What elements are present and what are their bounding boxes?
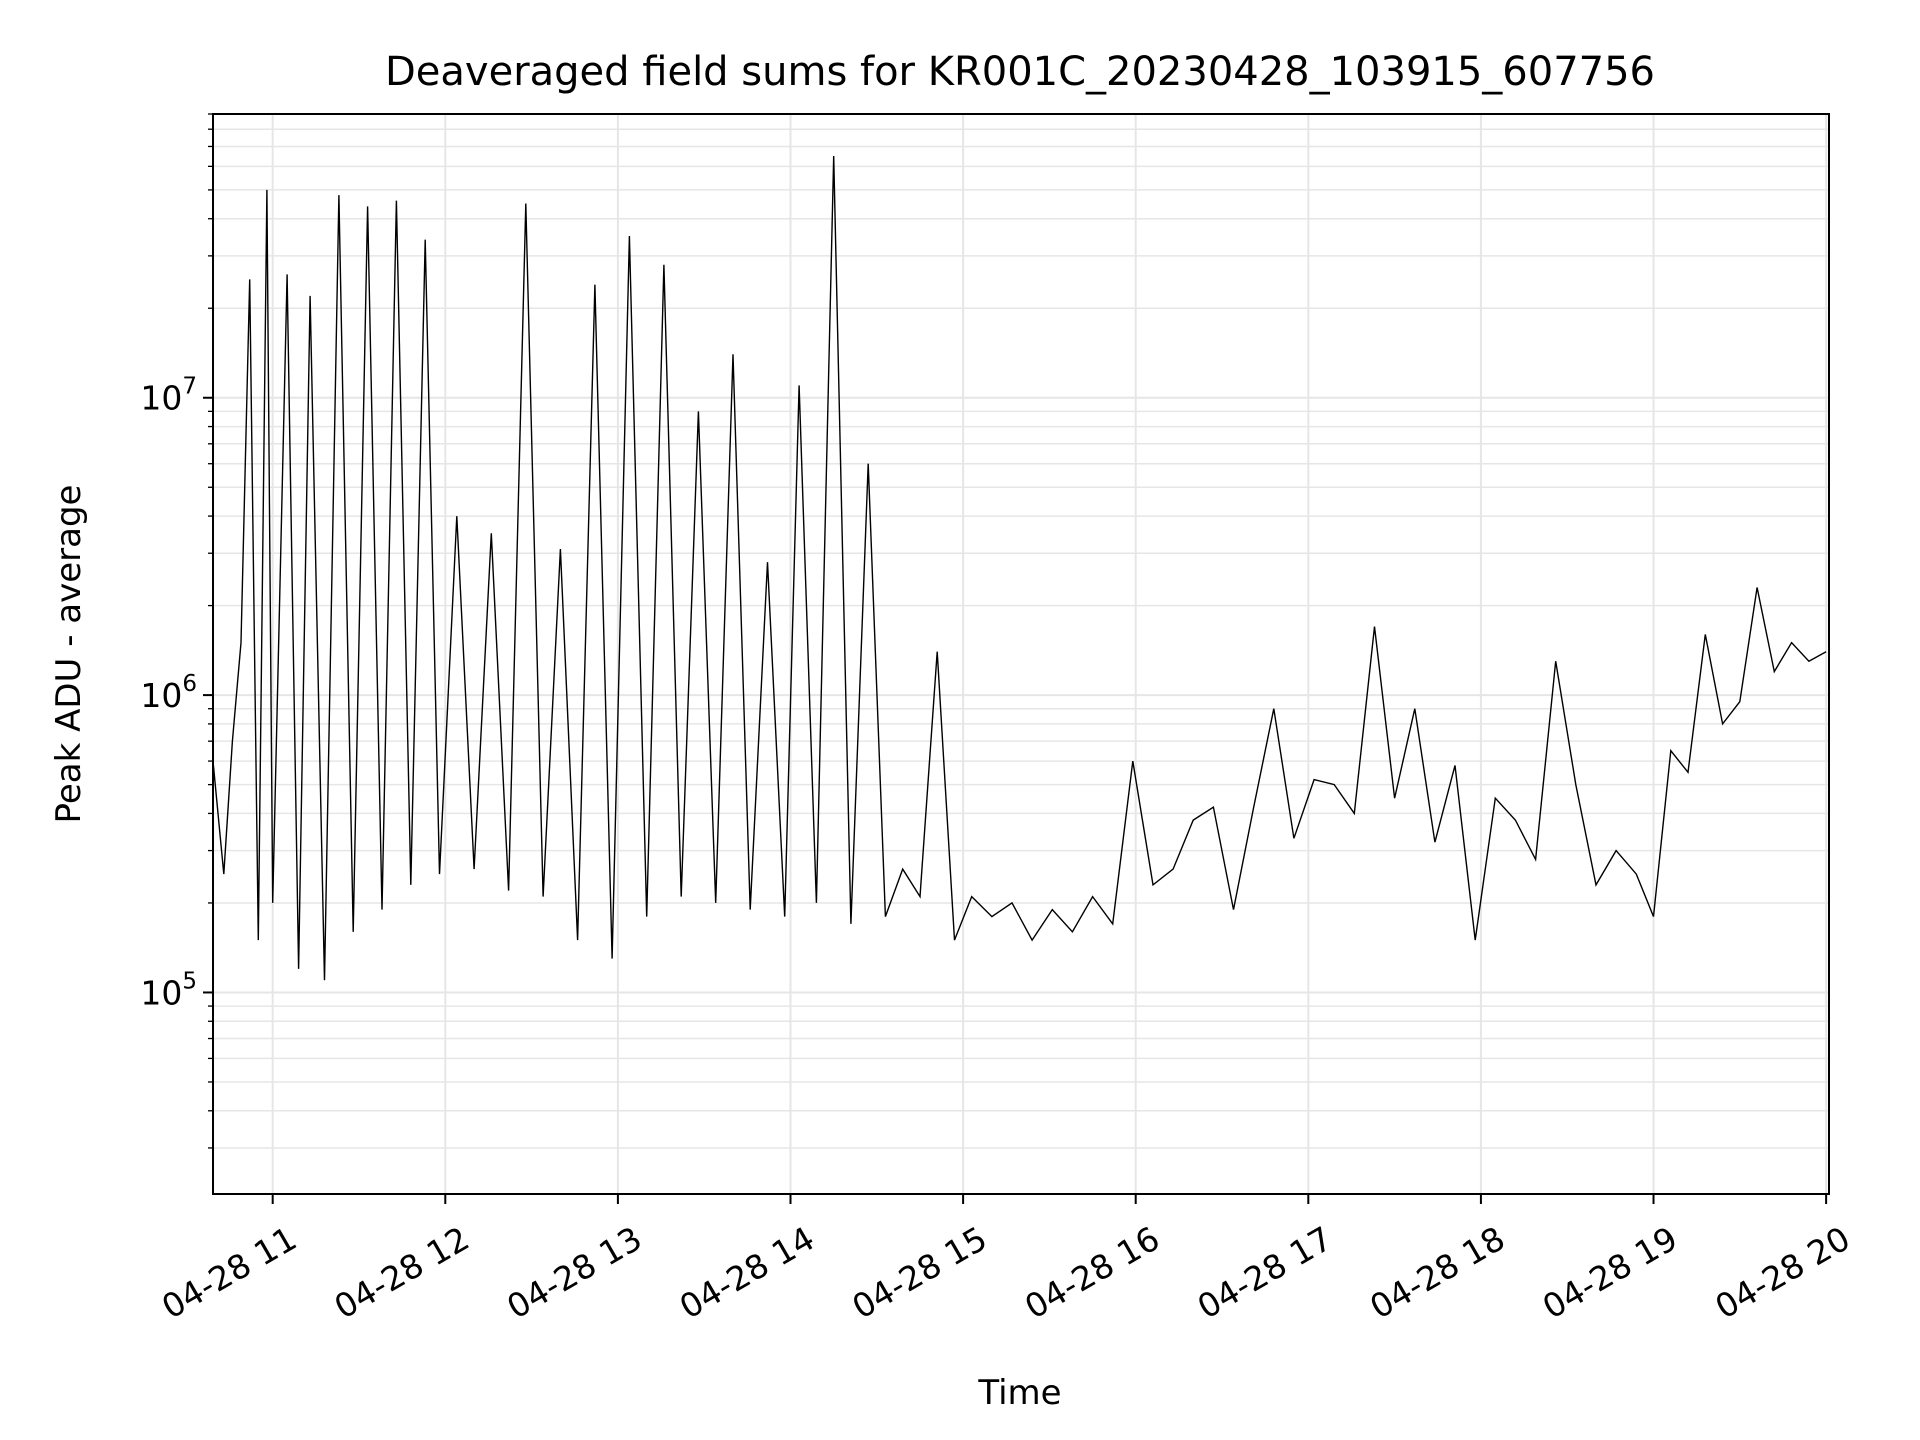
chart-title: Deaveraged field sums for KR001C_2023042… <box>385 49 1655 95</box>
x-axis-label: Time <box>977 1373 1061 1413</box>
y-tick-label: 105 <box>140 968 197 1012</box>
series-lines <box>212 155 1827 981</box>
y-axis: 105 106 107 <box>140 113 213 1149</box>
y-tick-label: 107 <box>140 374 197 418</box>
plot-frame <box>212 113 1830 1195</box>
y-tick-label: 106 <box>140 671 197 715</box>
grid <box>213 113 1829 1194</box>
y-axis-label: Peak ADU - average <box>49 485 89 824</box>
series-line <box>212 155 1827 981</box>
